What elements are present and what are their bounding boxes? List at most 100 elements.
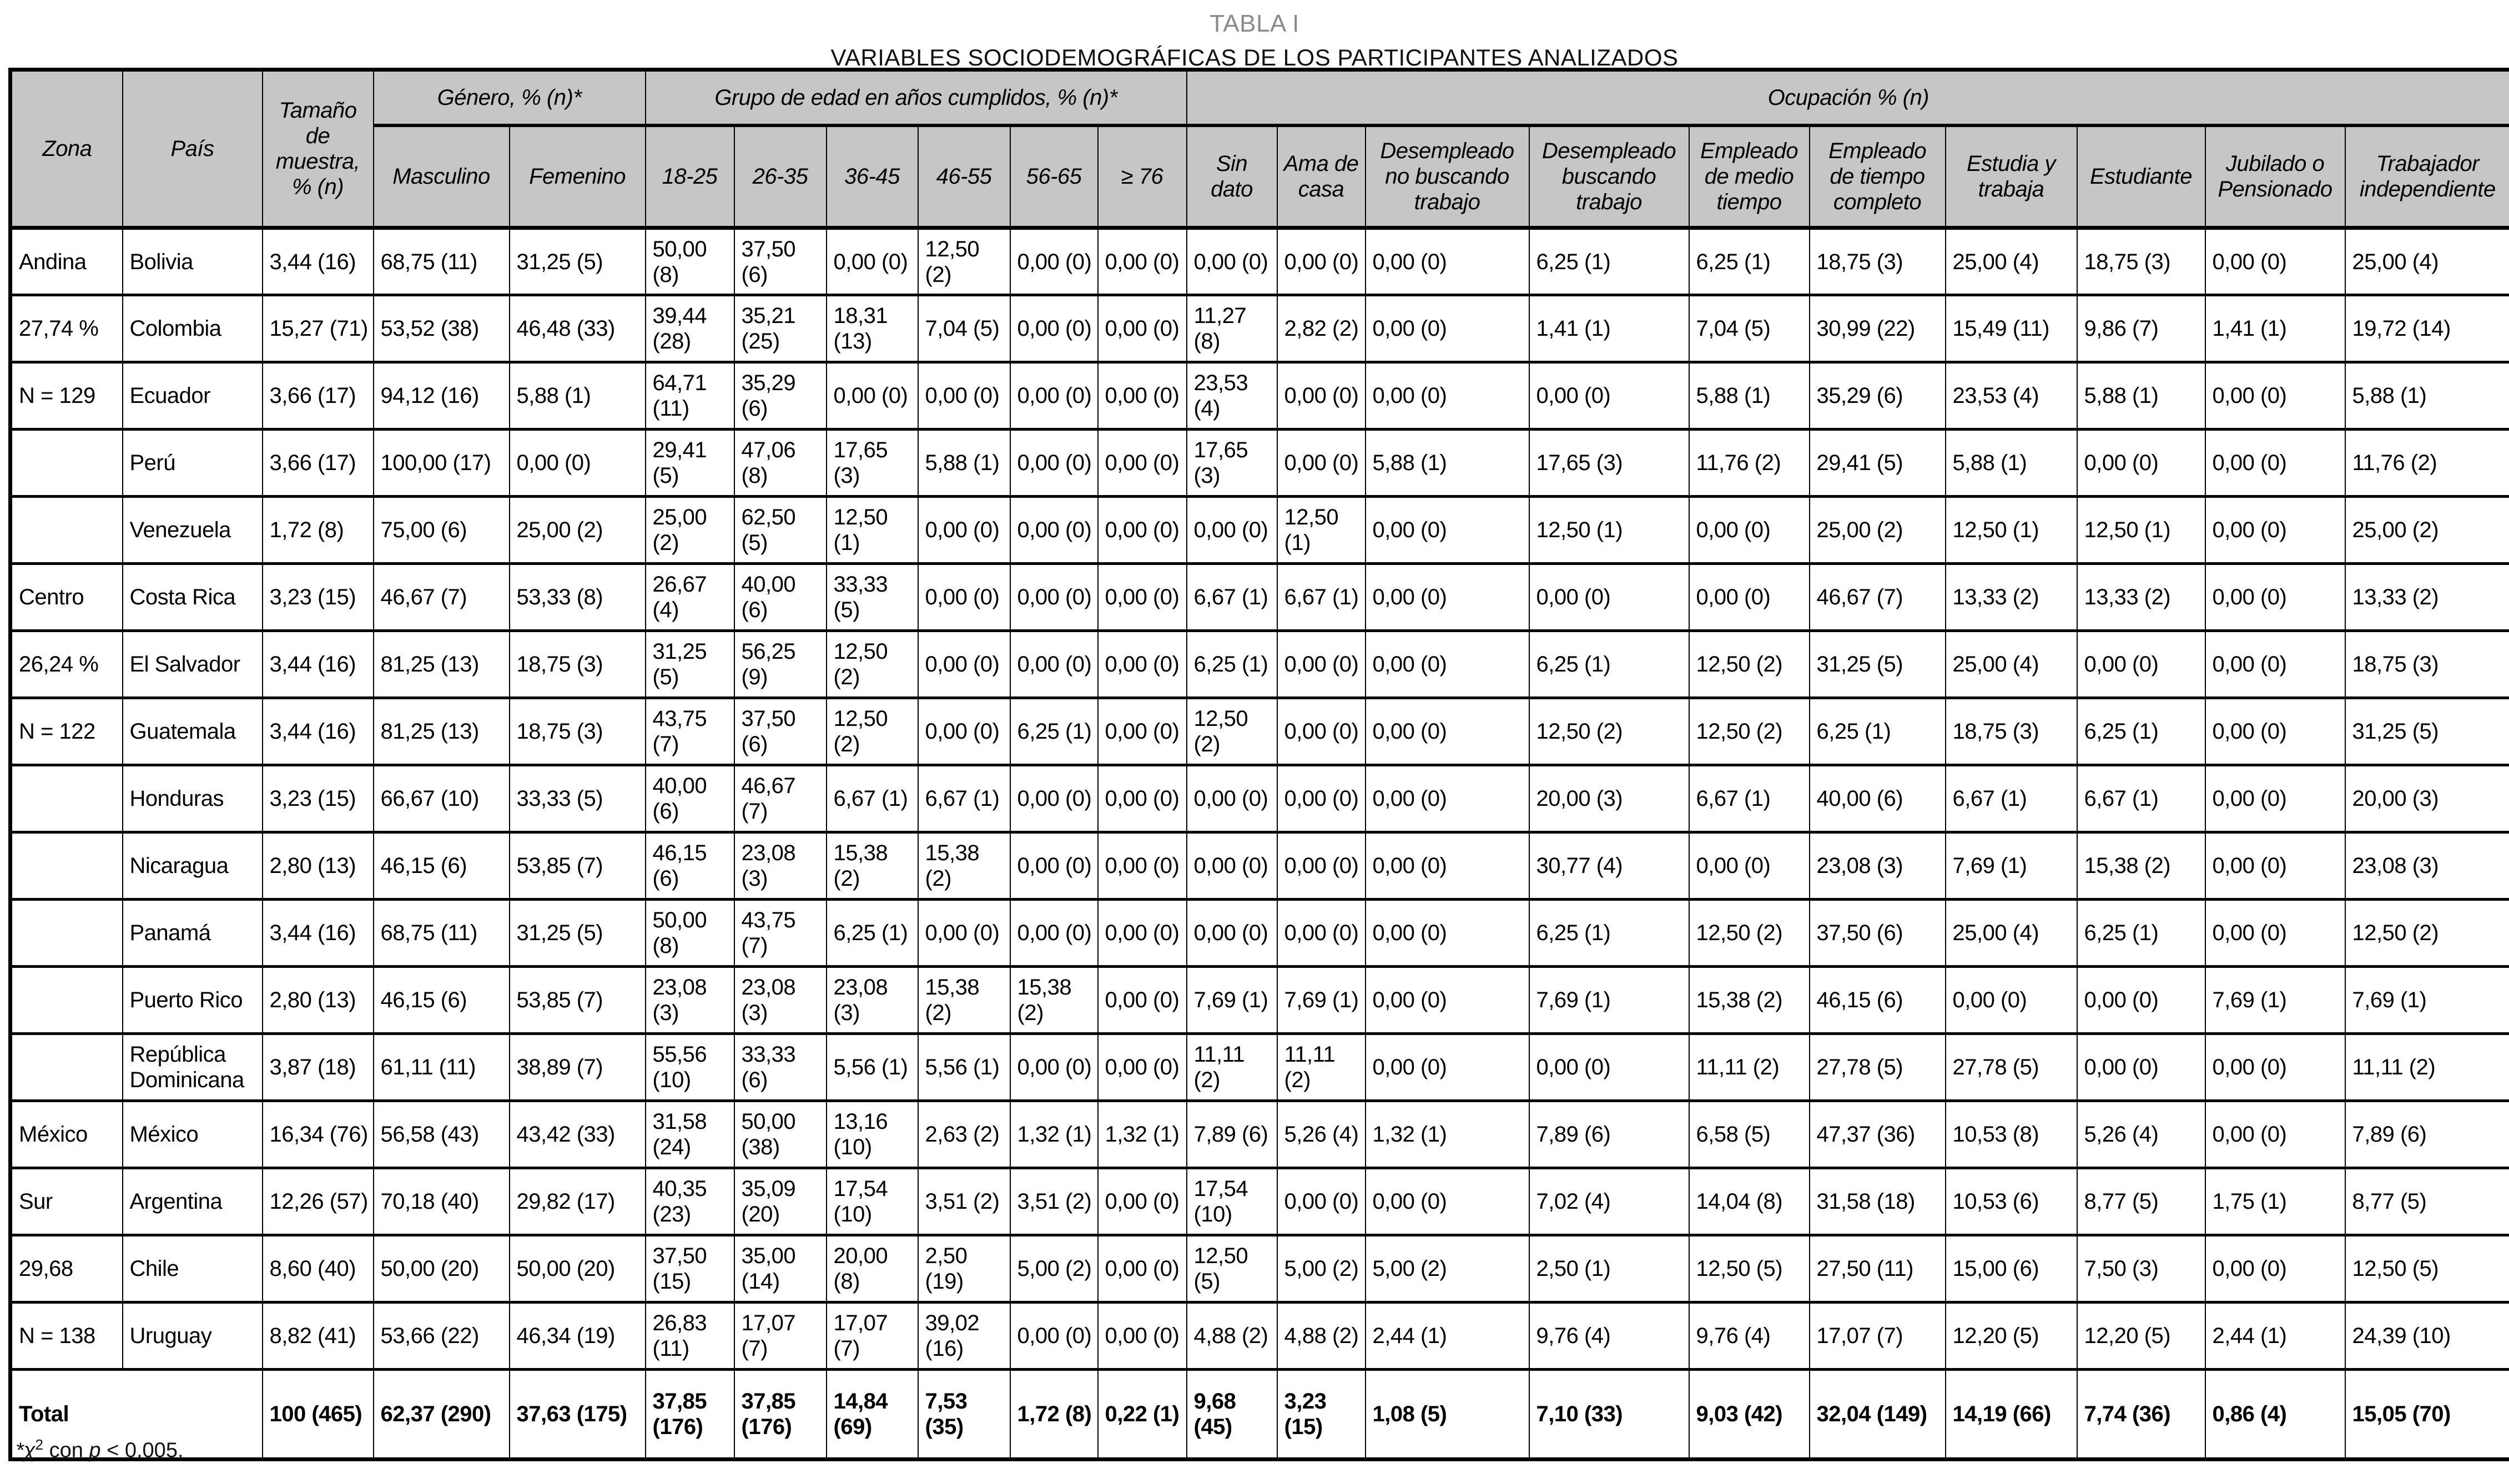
table-row: 27,74 % Colombia 15,27 (71) 53,52 (38) 46,48… — [9, 294, 2509, 364]
cell-estudia-y-trabaja: 10,53 (6) — [1944, 1167, 2078, 1236]
cell-edad-18-25: 40,35 (23) — [644, 1167, 735, 1236]
cell-tamano: 3,23 (15) — [261, 764, 374, 834]
cell-empleado-tiempo-completo: 27,50 (11) — [1808, 1234, 1946, 1304]
cell-edad-26-35: 46,67 (7) — [733, 764, 827, 834]
cell-empleado-medio-tiempo: 12,50 (2) — [1688, 629, 1810, 699]
cell-edad-18-25: 43,75 (7) — [644, 696, 735, 766]
cell-sin-dato: 6,25 (1) — [1186, 629, 1278, 699]
cell-desempleado-no-buscando: 0,00 (0) — [1364, 965, 1530, 1035]
cell-tamano: 100 (465) — [261, 1368, 374, 1461]
cell-edad-46-55: 6,67 (1) — [917, 764, 1011, 834]
header-pais: País — [122, 68, 263, 230]
cell-pais: Costa Rica — [122, 562, 263, 632]
cell-empleado-tiempo-completo: 17,07 (7) — [1808, 1301, 1946, 1371]
cell-zona — [9, 495, 123, 565]
cell-femenino: 29,82 (17) — [508, 1167, 646, 1236]
cell-masculino: 50,00 (20) — [372, 1234, 510, 1304]
cell-estudiante: 0,00 (0) — [2076, 629, 2206, 699]
cell-jubilado: 0,86 (4) — [2204, 1368, 2346, 1461]
cell-zona: 27,74 % — [9, 294, 123, 364]
cell-edad-46-55: 0,00 (0) — [917, 361, 1011, 431]
cell-masculino: 46,15 (6) — [372, 831, 510, 901]
cell-edad-46-55: 0,00 (0) — [917, 495, 1011, 565]
cell-trabajador-independiente: 19,72 (14) — [2344, 294, 2509, 364]
cell-tamano: 15,27 (71) — [261, 294, 374, 364]
cell-estudia-y-trabaja: 12,20 (5) — [1944, 1301, 2078, 1371]
cell-edad-46-55: 15,38 (2) — [917, 831, 1011, 901]
cell-estudia-y-trabaja: 14,19 (66) — [1944, 1368, 2078, 1461]
cell-empleado-medio-tiempo: 7,04 (5) — [1688, 294, 1810, 364]
cell-pais: Ecuador — [122, 361, 263, 431]
table-row: Andina Bolivia 3,44 (16) 68,75 (11) 31,25 (5… — [9, 226, 2509, 296]
cell-edad-76: 0,00 (0) — [1097, 696, 1187, 766]
header-tamano: Tamaño de muestra, % (n) — [261, 68, 374, 230]
cell-edad-26-35: 50,00 (38) — [733, 1099, 827, 1169]
cell-empleado-tiempo-completo: 40,00 (6) — [1808, 764, 1946, 834]
cell-empleado-medio-tiempo: 9,76 (4) — [1688, 1301, 1810, 1371]
cell-ama-de-casa: 0,00 (0) — [1276, 764, 1366, 834]
cell-edad-36-45: 33,33 (5) — [825, 562, 919, 632]
header-group-row: Zona País Tamaño de muestra, % (n) Géner… — [9, 68, 2509, 230]
header-desempleado-no-buscando: Desempleado no buscando trabajo — [1364, 124, 1530, 229]
cell-sin-dato: 23,53 (4) — [1186, 361, 1278, 431]
cell-femenino: 37,63 (175) — [508, 1368, 646, 1461]
cell-jubilado: 2,44 (1) — [2204, 1301, 2346, 1371]
footnote-mid: con — [43, 1438, 89, 1462]
cell-desempleado-buscando: 0,00 (0) — [1528, 361, 1690, 431]
cell-estudia-y-trabaja: 13,33 (2) — [1944, 562, 2078, 632]
cell-edad-18-25: 50,00 (8) — [644, 226, 735, 296]
cell-edad-36-45: 0,00 (0) — [825, 226, 919, 296]
cell-jubilado: 1,41 (1) — [2204, 294, 2346, 364]
sociodemographic-table: Zona País Tamaño de muestra, % (n) Géner… — [8, 68, 2509, 1461]
cell-estudia-y-trabaja: 10,53 (8) — [1944, 1099, 2078, 1169]
cell-edad-46-55: 5,88 (1) — [917, 428, 1011, 498]
cell-masculino: 75,00 (6) — [372, 495, 510, 565]
cell-estudia-y-trabaja: 18,75 (3) — [1944, 696, 2078, 766]
cell-pais: Perú — [122, 428, 263, 498]
cell-edad-56-65: 5,00 (2) — [1009, 1234, 1099, 1304]
cell-edad-26-35: 62,50 (5) — [733, 495, 827, 565]
cell-edad-46-55: 0,00 (0) — [917, 696, 1011, 766]
cell-trabajador-independiente: 31,25 (5) — [2344, 696, 2509, 766]
cell-sin-dato: 12,50 (5) — [1186, 1234, 1278, 1304]
cell-estudiante: 0,00 (0) — [2076, 1032, 2206, 1102]
cell-zona — [9, 831, 123, 901]
cell-edad-76: 1,32 (1) — [1097, 1099, 1187, 1169]
cell-trabajador-independiente: 20,00 (3) — [2344, 764, 2509, 834]
cell-trabajador-independiente: 12,50 (5) — [2344, 1234, 2509, 1304]
cell-estudiante: 6,25 (1) — [2076, 696, 2206, 766]
cell-masculino: 62,37 (290) — [372, 1368, 510, 1461]
table-row: Perú 3,66 (17) 100,00 (17) 0,00 (0) 29,41 (5… — [9, 428, 2509, 498]
cell-ama-de-casa: 0,00 (0) — [1276, 831, 1366, 901]
cell-edad-76: 0,00 (0) — [1097, 361, 1187, 431]
table-header: Zona País Tamaño de muestra, % (n) Géner… — [9, 68, 2509, 230]
cell-edad-18-25: 39,44 (28) — [644, 294, 735, 364]
cell-ama-de-casa: 0,00 (0) — [1276, 361, 1366, 431]
cell-empleado-tiempo-completo: 27,78 (5) — [1808, 1032, 1946, 1102]
cell-edad-46-55: 2,50 (19) — [917, 1234, 1011, 1304]
cell-tamano: 16,34 (76) — [261, 1099, 374, 1169]
cell-edad-46-55: 12,50 (2) — [917, 226, 1011, 296]
cell-ama-de-casa: 5,00 (2) — [1276, 1234, 1366, 1304]
cell-desempleado-buscando: 6,25 (1) — [1528, 898, 1690, 968]
cell-desempleado-no-buscando: 0,00 (0) — [1364, 361, 1530, 431]
cell-empleado-medio-tiempo: 0,00 (0) — [1688, 562, 1810, 632]
cell-desempleado-no-buscando: 5,88 (1) — [1364, 428, 1530, 498]
cell-desempleado-no-buscando: 1,08 (5) — [1364, 1368, 1530, 1461]
cell-edad-76: 0,00 (0) — [1097, 965, 1187, 1035]
cell-edad-36-45: 20,00 (8) — [825, 1234, 919, 1304]
cell-masculino: 53,66 (22) — [372, 1301, 510, 1371]
table-subtitle: VARIABLES SOCIODEMOGRÁFICAS DE LOS PARTI… — [830, 44, 1679, 71]
cell-edad-56-65: 0,00 (0) — [1009, 428, 1099, 498]
cell-desempleado-no-buscando: 0,00 (0) — [1364, 764, 1530, 834]
footnote-p: p — [89, 1438, 101, 1462]
cell-sin-dato: 17,54 (10) — [1186, 1167, 1278, 1236]
cell-edad-18-25: 31,58 (24) — [644, 1099, 735, 1169]
table-row: Nicaragua 2,80 (13) 46,15 (6) 53,85 (7) 46,1… — [9, 831, 2509, 901]
cell-edad-76: 0,00 (0) — [1097, 226, 1187, 296]
cell-masculino: 46,67 (7) — [372, 562, 510, 632]
cell-edad-76: 0,00 (0) — [1097, 764, 1187, 834]
cell-masculino: 46,15 (6) — [372, 965, 510, 1035]
table-row: Centro Costa Rica 3,23 (15) 46,67 (7) 53,33 … — [9, 562, 2509, 632]
cell-desempleado-buscando: 12,50 (1) — [1528, 495, 1690, 565]
